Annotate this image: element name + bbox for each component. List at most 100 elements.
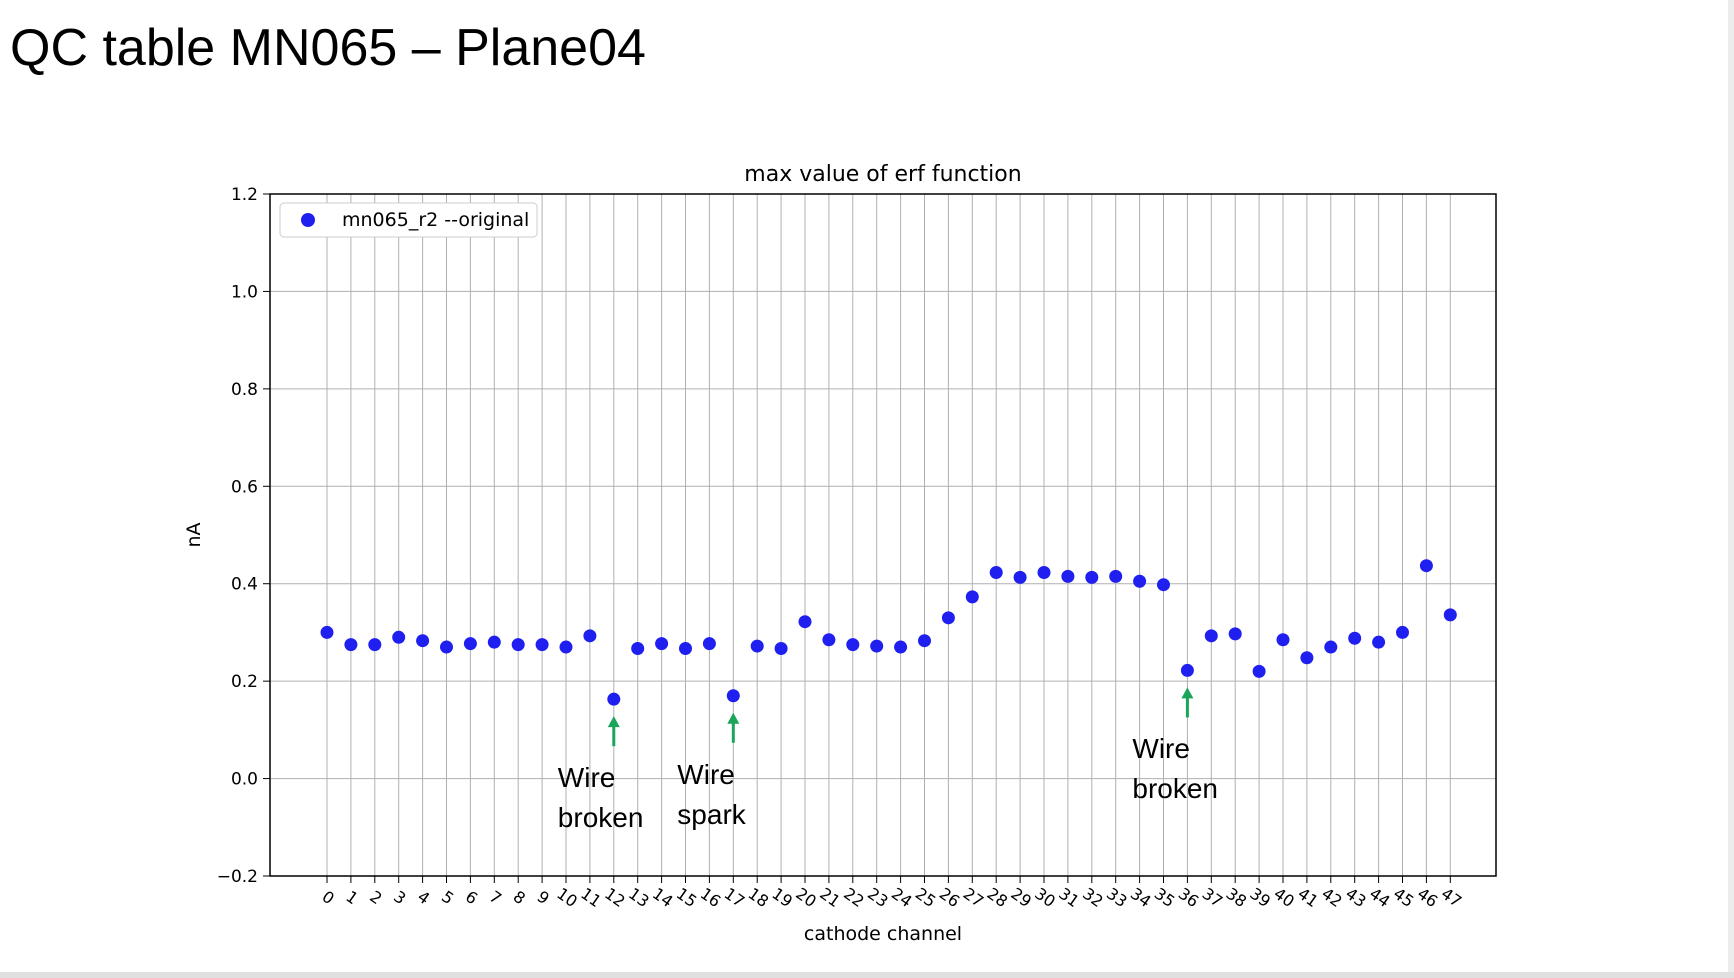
data-point <box>583 629 597 643</box>
x-tick-label: 3 <box>390 887 409 908</box>
x-tick-label: 5 <box>438 887 457 908</box>
data-point <box>774 642 788 656</box>
x-tick-label: 20 <box>792 884 820 911</box>
data-point <box>440 640 453 654</box>
plot-frame <box>269 193 1497 877</box>
x-tick-label: 24 <box>888 884 916 911</box>
annotation-label: Wire broken <box>558 758 644 838</box>
data-point <box>679 642 692 656</box>
x-tick-label: 37 <box>1199 884 1227 911</box>
data-point <box>1324 640 1338 654</box>
y-axis-label: nA <box>183 522 205 547</box>
y-tick-label: 1.2 <box>231 185 258 205</box>
data-point <box>1419 559 1433 573</box>
x-tick-label: 38 <box>1223 884 1251 911</box>
data-point <box>1252 664 1266 678</box>
x-tick-label: 41 <box>1294 884 1322 911</box>
legend: mn065_r2 --original <box>279 202 538 238</box>
data-point <box>1037 566 1051 580</box>
slide-bottom-bar <box>0 972 1734 978</box>
x-tick-label: 7 <box>486 887 505 908</box>
annotation-arrow-head <box>727 712 740 724</box>
data-point <box>1443 608 1457 622</box>
data-point <box>846 638 860 652</box>
data-point <box>487 635 501 649</box>
x-tick-label: 13 <box>625 884 653 911</box>
data-point <box>1228 627 1242 641</box>
annotation-line: Wire <box>677 758 735 790</box>
x-tick-label: 44 <box>1366 884 1394 911</box>
data-point <box>941 611 955 625</box>
data-point <box>822 633 836 647</box>
x-tick-label: 15 <box>673 884 701 911</box>
x-tick-label: 35 <box>1151 884 1179 911</box>
annotation-line: broken <box>1132 773 1219 805</box>
data-point <box>1276 633 1290 647</box>
x-tick-label: 2 <box>366 887 385 908</box>
x-tick-label: 18 <box>745 884 773 911</box>
data-point <box>1300 651 1314 665</box>
legend-box <box>279 202 538 238</box>
y-axis: −0.2 0.0 0.2 0.4 0.6 0.8 1.0 1.2 <box>217 185 270 887</box>
data-point <box>1133 574 1147 588</box>
x-gridlines <box>326 194 1451 876</box>
data-points <box>320 559 1457 706</box>
data-point <box>463 637 477 651</box>
x-tick-label: 34 <box>1127 884 1155 911</box>
y-tick-label: 0.0 <box>231 770 258 790</box>
x-tick-label: 0 <box>319 887 338 908</box>
data-point <box>702 637 716 651</box>
x-axis: 0 1 2 3 4 5 6 7 8 9 101112131415161718192021222324… <box>319 876 1466 911</box>
x-tick-label: 16 <box>697 884 725 911</box>
data-point <box>631 642 645 656</box>
data-point <box>1204 629 1218 643</box>
data-point <box>392 630 406 644</box>
x-tick-label: 47 <box>1438 884 1466 911</box>
x-tick-label: 30 <box>1031 884 1059 911</box>
x-tick-label: 32 <box>1079 884 1107 911</box>
x-tick-label: 28 <box>984 884 1012 911</box>
legend-marker <box>301 213 315 227</box>
y-tick-label: −0.2 <box>217 867 258 887</box>
x-tick-label: 22 <box>840 884 868 911</box>
data-point <box>607 692 621 706</box>
legend-label: mn065_r2 --original <box>342 209 529 231</box>
x-tick-label: 33 <box>1103 884 1131 911</box>
x-tick-label: 6 <box>462 887 481 908</box>
data-point <box>1013 570 1027 584</box>
data-point <box>989 566 1003 580</box>
data-point <box>1372 635 1386 649</box>
x-tick-label: 12 <box>601 884 629 911</box>
data-point <box>1348 631 1362 645</box>
x-tick-label: 21 <box>816 884 844 911</box>
data-point <box>344 638 358 652</box>
x-tick-label: 39 <box>1246 884 1274 911</box>
data-point <box>655 637 669 651</box>
annotation-label: Wire broken <box>1132 729 1218 809</box>
data-point <box>750 639 764 653</box>
data-point <box>320 625 334 639</box>
data-point <box>1396 625 1409 639</box>
data-point <box>1157 578 1170 592</box>
data-point <box>1109 569 1123 583</box>
x-tick-label: 4 <box>414 887 433 908</box>
annotation-arrow-head <box>607 716 620 728</box>
x-tick-label: 27 <box>960 884 988 911</box>
x-axis-label: cathode channel <box>804 923 962 945</box>
annotation-line: broken <box>557 802 644 834</box>
x-tick-label: 36 <box>1175 884 1203 911</box>
data-point <box>535 638 549 652</box>
x-tick-label: 26 <box>936 884 964 911</box>
annotation-line: spark <box>677 798 746 830</box>
chart-title: max value of erf function <box>744 162 1021 187</box>
x-tick-label: 14 <box>649 884 677 911</box>
annotation-line: Wire <box>557 762 616 794</box>
x-tick-label: 1 <box>342 887 361 908</box>
data-point <box>1180 663 1194 677</box>
x-tick-label: 10 <box>553 884 581 911</box>
x-tick-label: 40 <box>1270 884 1298 911</box>
slide-edge <box>1728 0 1734 978</box>
annotation-label: Wire spark <box>677 755 745 835</box>
x-tick-label: 11 <box>577 884 605 911</box>
data-point <box>511 638 525 652</box>
